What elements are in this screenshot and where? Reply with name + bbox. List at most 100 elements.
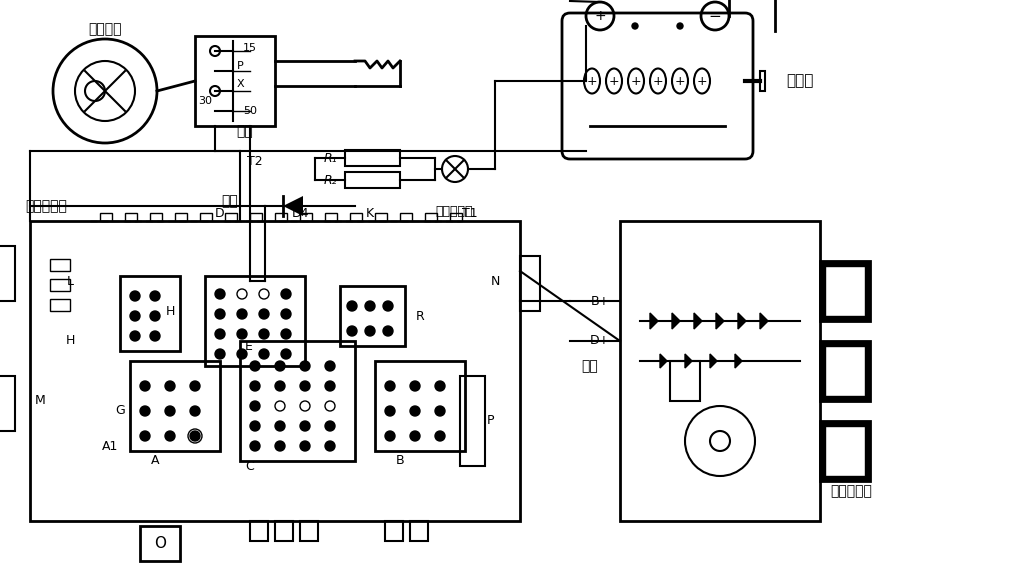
Ellipse shape [584, 69, 600, 94]
Bar [50, 299, 70, 311]
Text: P: P [237, 61, 244, 71]
Polygon shape [710, 354, 717, 368]
Circle shape [300, 361, 310, 371]
Text: M: M [35, 394, 45, 407]
Circle shape [300, 401, 310, 411]
Text: P: P [486, 414, 494, 428]
Circle shape [259, 349, 269, 359]
Circle shape [237, 349, 247, 359]
Polygon shape [650, 313, 658, 329]
Text: H: H [165, 304, 175, 317]
Circle shape [677, 23, 683, 29]
Circle shape [250, 401, 260, 411]
Text: D+: D+ [590, 335, 610, 347]
Polygon shape [694, 313, 702, 329]
Text: R₂: R₂ [324, 174, 337, 187]
Circle shape [275, 361, 285, 371]
Circle shape [325, 361, 335, 371]
Circle shape [383, 326, 393, 336]
Circle shape [237, 289, 247, 299]
Circle shape [275, 421, 285, 431]
Circle shape [300, 441, 310, 451]
Text: B+: B+ [591, 295, 609, 307]
Circle shape [275, 441, 285, 451]
Circle shape [150, 331, 160, 341]
Text: C: C [245, 460, 254, 472]
Circle shape [165, 381, 175, 391]
Text: 交流发电机: 交流发电机 [830, 484, 871, 498]
Text: X: X [237, 79, 244, 89]
Circle shape [435, 431, 445, 441]
Text: 30: 30 [198, 96, 212, 106]
Text: D4: D4 [291, 206, 309, 220]
Circle shape [250, 421, 260, 431]
Circle shape [140, 381, 150, 391]
Circle shape [165, 406, 175, 416]
Text: O: O [154, 536, 166, 551]
Bar [140, 526, 180, 561]
Text: 中央配电盒: 中央配电盒 [25, 199, 67, 213]
Ellipse shape [672, 69, 688, 94]
Circle shape [435, 406, 445, 416]
Bar [345, 150, 400, 166]
Circle shape [325, 401, 335, 411]
Polygon shape [660, 354, 667, 368]
Text: T1: T1 [462, 206, 478, 220]
Ellipse shape [606, 69, 622, 94]
Bar [300, 213, 312, 221]
Circle shape [632, 23, 638, 29]
Bar [100, 213, 112, 221]
Text: 蓝色: 蓝色 [582, 359, 598, 373]
Circle shape [140, 431, 150, 441]
Circle shape [215, 309, 225, 319]
Bar [205, 276, 305, 366]
Circle shape [410, 431, 420, 441]
Circle shape [325, 421, 335, 431]
Text: −: − [709, 9, 721, 23]
Circle shape [215, 289, 225, 299]
Bar [620, 221, 820, 521]
Circle shape [259, 329, 269, 339]
Text: E: E [245, 339, 253, 353]
Bar [50, 259, 70, 271]
Circle shape [165, 431, 175, 441]
Circle shape [281, 329, 291, 339]
Circle shape [237, 329, 247, 339]
Text: R: R [416, 310, 424, 322]
Bar [825, 266, 865, 316]
Text: 15: 15 [243, 43, 257, 53]
Ellipse shape [650, 69, 666, 94]
Circle shape [325, 441, 335, 451]
Circle shape [281, 289, 291, 299]
Circle shape [259, 289, 269, 299]
Bar [340, 286, 406, 346]
Bar [325, 213, 337, 221]
Text: 点火开关: 点火开关 [88, 22, 122, 36]
Bar [125, 213, 137, 221]
Bar [670, 361, 700, 401]
Bar [175, 213, 187, 221]
Bar [30, 221, 520, 521]
Text: 黑色: 黑色 [237, 124, 253, 138]
Bar [275, 213, 287, 221]
Circle shape [215, 329, 225, 339]
Bar [400, 213, 412, 221]
Bar [375, 213, 387, 221]
Polygon shape [735, 354, 742, 368]
Circle shape [140, 406, 150, 416]
Circle shape [347, 326, 357, 336]
Bar [825, 426, 865, 476]
Text: +: + [608, 74, 620, 88]
Polygon shape [738, 313, 746, 329]
Circle shape [190, 406, 200, 416]
Text: R₁: R₁ [324, 152, 337, 164]
Circle shape [250, 381, 260, 391]
Bar [375, 361, 465, 451]
Circle shape [383, 301, 393, 311]
Circle shape [365, 326, 375, 336]
Ellipse shape [628, 69, 644, 94]
Bar [820, 421, 870, 481]
Text: 充电指示灯: 充电指示灯 [435, 205, 472, 217]
Circle shape [385, 406, 395, 416]
Circle shape [190, 431, 200, 441]
